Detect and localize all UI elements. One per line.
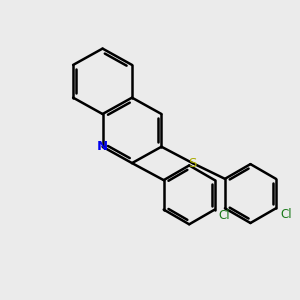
- Text: S: S: [188, 157, 197, 169]
- Text: Cl: Cl: [219, 209, 230, 222]
- Text: Cl: Cl: [280, 208, 292, 220]
- Text: N: N: [97, 140, 108, 153]
